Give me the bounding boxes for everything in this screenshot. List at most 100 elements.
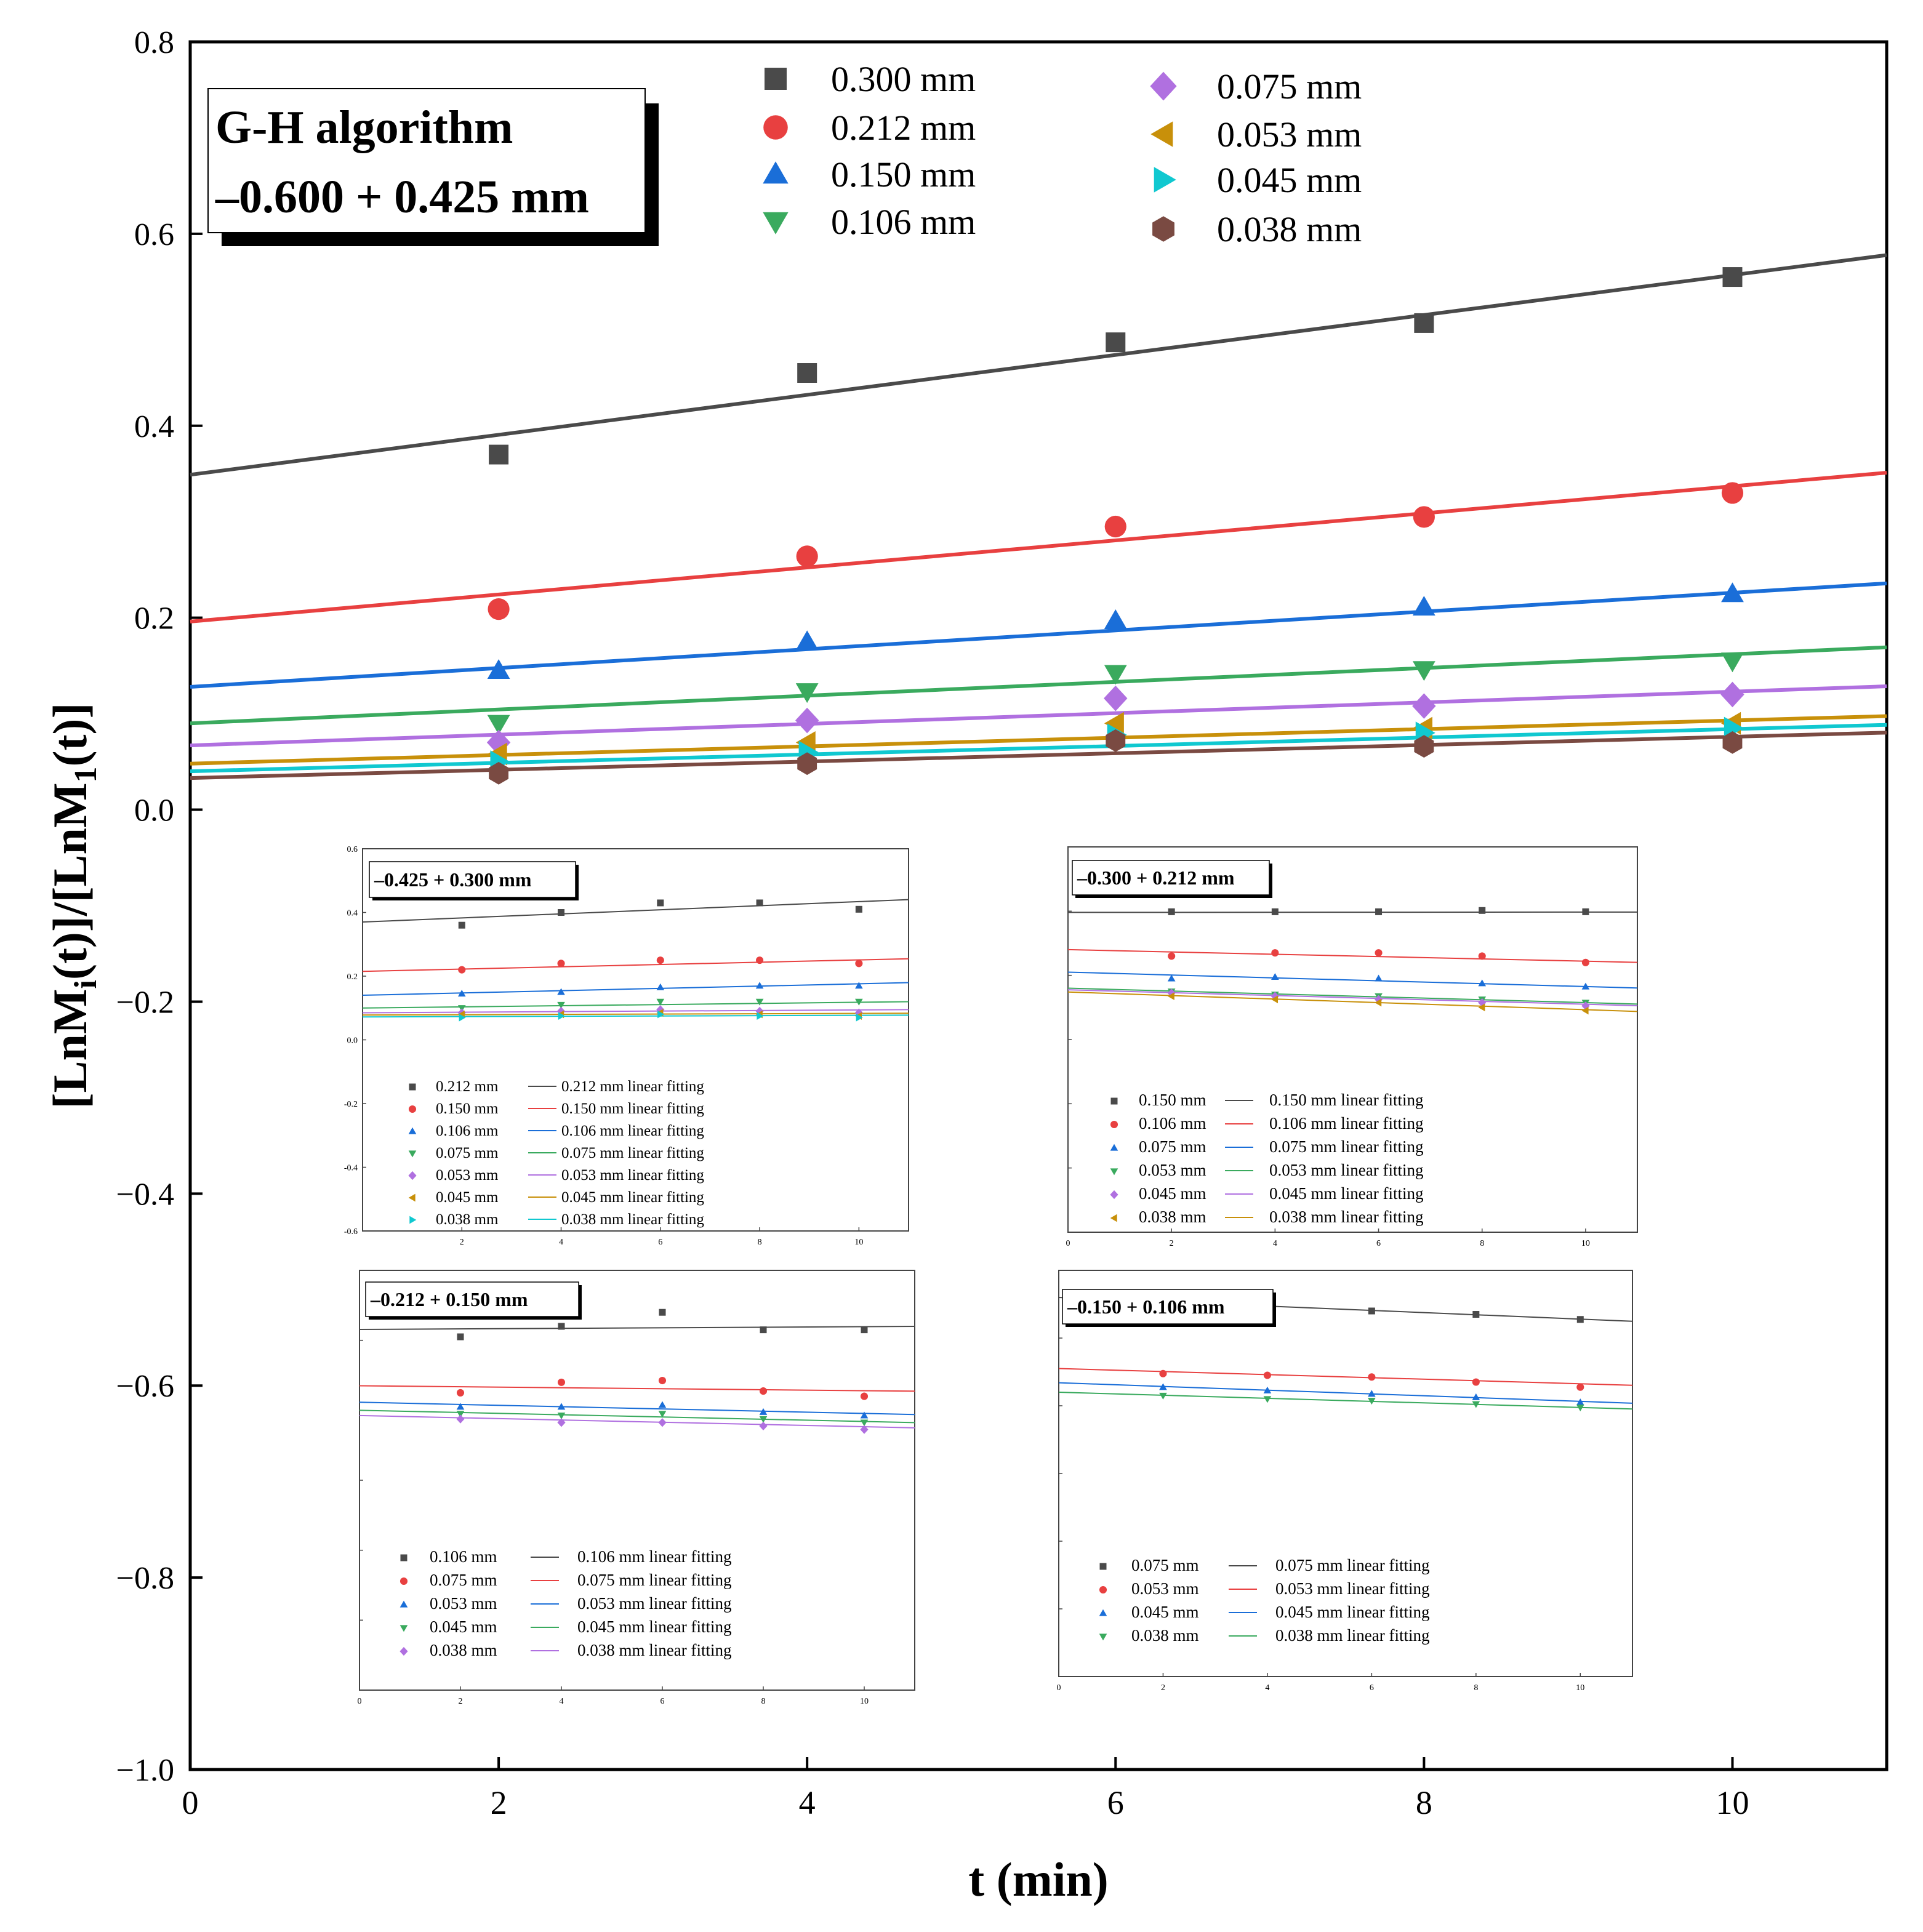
inset-y-tick-label: -0.6 bbox=[344, 1227, 358, 1237]
legend-marker bbox=[1150, 71, 1177, 101]
inset3-fit-line bbox=[359, 1326, 915, 1331]
inset3-data-point bbox=[456, 1389, 465, 1397]
data-point-0150 bbox=[1412, 596, 1435, 616]
inset4-legend-fit-label: 0.075 mm linear fitting bbox=[1275, 1556, 1429, 1574]
inset-x-tick-label: 8 bbox=[758, 1238, 762, 1247]
inset1-data-point bbox=[756, 956, 764, 964]
inset3-legend-label: 0.075 mm bbox=[430, 1571, 497, 1589]
inset3-data-point bbox=[861, 1326, 868, 1334]
y-tick-label: −0.6 bbox=[116, 1369, 174, 1404]
inset4: 0 2 4 6 8 10 –0.150 + 0.106 mm 0.075 mm 0.075 mm… bbox=[1057, 1270, 1633, 1693]
inset1-data-point bbox=[656, 956, 664, 964]
inset1-fit-line bbox=[362, 1009, 909, 1014]
inset3-data-point bbox=[658, 1418, 667, 1427]
inset3-legend-label: 0.106 mm bbox=[430, 1547, 497, 1566]
inset1-legend-fit-label: 0.150 mm linear fitting bbox=[561, 1100, 704, 1117]
inset2-data-point bbox=[1478, 1003, 1485, 1012]
legend-label: 0.106 mm bbox=[831, 202, 976, 242]
title-line-1: G-H algorithm bbox=[215, 102, 513, 153]
inset-y-tick-label: 0.0 bbox=[347, 1036, 358, 1046]
inset2-data-point bbox=[1271, 995, 1279, 1004]
inset2-data-point bbox=[1271, 949, 1279, 957]
inset1-data-point bbox=[657, 899, 664, 907]
y-axis-label-part: (t)] bbox=[43, 703, 97, 767]
inset4-data-point bbox=[1576, 1398, 1584, 1406]
inset-x-tick-label: 2 bbox=[460, 1238, 464, 1247]
inset4-legend-label: 0.053 mm bbox=[1131, 1579, 1199, 1598]
data-point-0212 bbox=[488, 598, 510, 620]
data-point-0300 bbox=[489, 444, 509, 465]
inset2-data-point bbox=[1581, 982, 1590, 990]
inset2-data-point bbox=[1375, 998, 1382, 1007]
inset2-frame bbox=[1067, 846, 1638, 1233]
inset3-legend-fit-label: 0.106 mm linear fitting bbox=[577, 1547, 731, 1566]
inset2-legend-label: 0.075 mm bbox=[1139, 1137, 1206, 1156]
data-point-0212 bbox=[1413, 506, 1435, 528]
legend-label: 0.075 mm bbox=[1217, 66, 1362, 106]
legend-marker bbox=[1154, 167, 1176, 193]
data-point-0106 bbox=[1721, 652, 1744, 673]
inset4-legend-marker bbox=[1099, 1609, 1107, 1616]
data-point-0300 bbox=[1106, 332, 1126, 353]
inset-x-tick-label: 2 bbox=[1170, 1239, 1174, 1248]
data-point-0106 bbox=[1412, 661, 1435, 681]
inset4-legend-label: 0.045 mm bbox=[1131, 1603, 1199, 1621]
inset1-data-point bbox=[656, 983, 665, 990]
inset3-data-point bbox=[658, 1401, 667, 1408]
inset4-legend-fit-label: 0.045 mm linear fitting bbox=[1275, 1603, 1429, 1621]
inset2-data-point bbox=[1271, 908, 1279, 915]
inset2-data-point bbox=[1581, 958, 1589, 966]
inset3-data-point bbox=[456, 1414, 465, 1424]
fit-line-0045 bbox=[190, 723, 1887, 774]
inset2-legend-label: 0.150 mm bbox=[1139, 1091, 1206, 1109]
inset1-legend-marker bbox=[408, 1105, 417, 1113]
inset2-data-point bbox=[1168, 952, 1176, 960]
legend-label: 0.300 mm bbox=[831, 59, 976, 99]
inset3-data-point bbox=[558, 1323, 565, 1330]
inset2-data-point bbox=[1375, 949, 1383, 957]
inset1-fit-line bbox=[362, 958, 909, 972]
inset2-legend-label: 0.106 mm bbox=[1139, 1114, 1206, 1132]
inset1-fit-line bbox=[362, 899, 909, 923]
inset1-data-point bbox=[855, 905, 862, 913]
inset2-fit-line bbox=[1067, 948, 1638, 963]
inset3: 0 2 4 6 8 10 –0.212 + 0.150 mm 0.106 mm 0.106 mm… bbox=[358, 1270, 915, 1706]
legend-label: 0.212 mm bbox=[831, 108, 976, 148]
inset3-data-point bbox=[456, 1411, 465, 1418]
inset4-legend-marker bbox=[1099, 1563, 1107, 1570]
inset-x-tick-label: 4 bbox=[559, 1238, 563, 1247]
inset3-frame bbox=[359, 1270, 915, 1691]
inset2-data-point bbox=[1478, 952, 1486, 960]
title-line-2: –0.600 + 0.425 mm bbox=[215, 171, 589, 223]
legend-marker bbox=[763, 212, 789, 234]
inset2-legend-marker bbox=[1110, 1214, 1117, 1222]
inset1-data-point bbox=[457, 990, 466, 997]
x-tick-label: 4 bbox=[799, 1784, 816, 1821]
inset2-title-box bbox=[1072, 860, 1270, 896]
legend-label: 0.150 mm bbox=[831, 154, 976, 194]
main-plot: −1.0 −0.8 −0.6 −0.4 −0.2 0.0 0.2 0.4 0.6 0.8 0 2 4 6 8… bbox=[43, 25, 1889, 1906]
inset1-data-point bbox=[755, 998, 764, 1006]
inset1-data-point bbox=[458, 966, 466, 974]
inset3-data-point bbox=[557, 1378, 566, 1386]
inset4-data-point bbox=[1263, 1371, 1271, 1379]
legend-marker bbox=[765, 68, 787, 90]
inset1-legend-marker bbox=[408, 1150, 417, 1158]
inset1-legend-label: 0.075 mm bbox=[436, 1145, 499, 1161]
inset4-data-point bbox=[1263, 1386, 1272, 1393]
inset3-data-point bbox=[759, 1416, 768, 1423]
inset3-legend-marker bbox=[399, 1625, 408, 1632]
title-box bbox=[207, 88, 646, 233]
inset-x-tick-label: 10 bbox=[854, 1238, 863, 1247]
inset1-legend-fit-label: 0.053 mm linear fitting bbox=[561, 1167, 704, 1184]
inset3-legend-label: 0.053 mm bbox=[430, 1594, 497, 1613]
inset2-fit-line bbox=[1067, 971, 1638, 989]
inset-y-tick-label: 0.2 bbox=[347, 972, 358, 982]
inset1-legend-label: 0.150 mm bbox=[436, 1100, 499, 1117]
x-tick-label: 2 bbox=[491, 1784, 507, 1821]
inset4-legend-marker bbox=[1099, 1633, 1107, 1641]
data-point-0075 bbox=[1104, 685, 1128, 711]
x-tick-label: 8 bbox=[1416, 1784, 1432, 1821]
y-axis-label-subscript: 1 bbox=[68, 766, 103, 782]
inset2-data-point bbox=[1375, 974, 1383, 982]
